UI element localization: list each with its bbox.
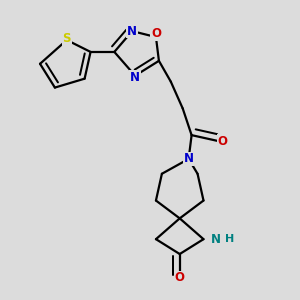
Text: N: N: [184, 152, 194, 165]
Text: S: S: [62, 32, 71, 45]
Text: O: O: [151, 27, 161, 40]
Text: O: O: [175, 271, 185, 284]
Text: N: N: [127, 25, 137, 38]
Text: N: N: [130, 71, 140, 84]
Text: O: O: [218, 135, 228, 148]
Text: H: H: [225, 234, 234, 244]
Text: N: N: [211, 233, 221, 246]
